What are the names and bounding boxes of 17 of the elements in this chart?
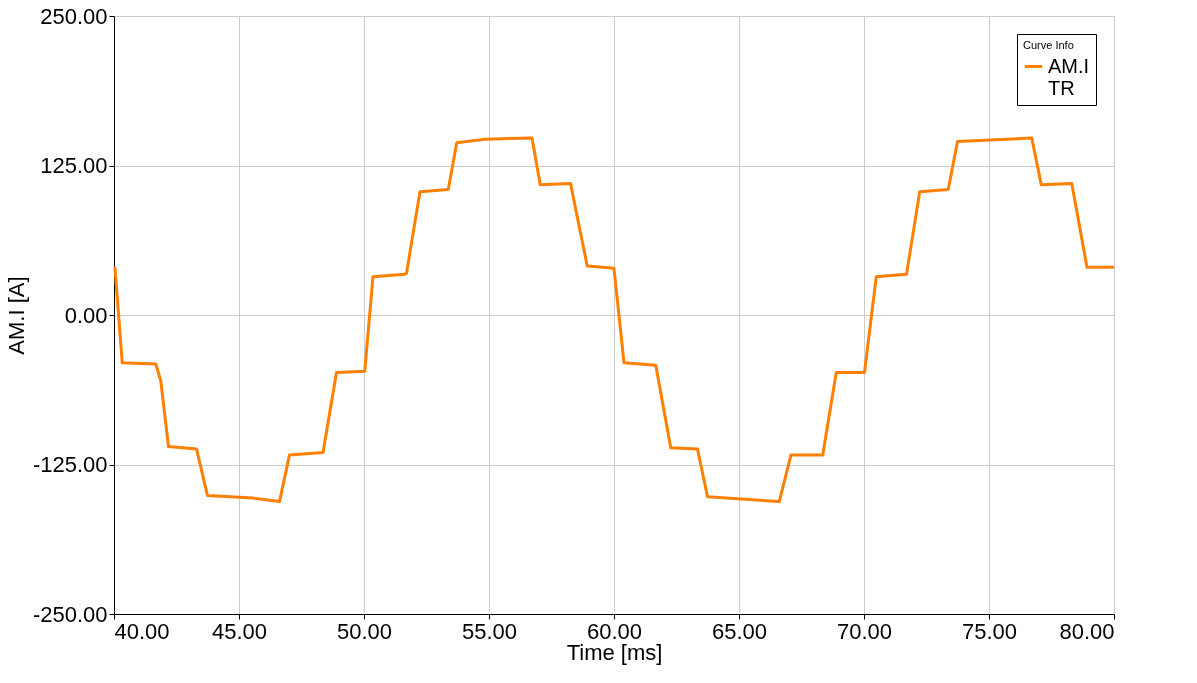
x-tick-label: 40.00	[114, 618, 170, 644]
x-tick-label: 50.00	[336, 618, 393, 644]
x-tick-label: 80.00	[1059, 618, 1115, 644]
y-tick-label: -125.00	[32, 452, 108, 477]
legend-title: Curve Info	[1023, 39, 1074, 51]
x-tick-label: 75.00	[961, 618, 1018, 644]
x-tick-label: 65.00	[711, 618, 768, 644]
x-tick-label: 55.00	[461, 618, 518, 644]
y-tick-label: 250.00	[40, 3, 108, 29]
x-tick-label: 45.00	[211, 618, 268, 644]
y-tick-label: -250.00	[32, 601, 108, 627]
line-series	[112, 136, 1116, 504]
y-axis-title: AM.I [A]	[3, 276, 29, 355]
legend-label: AM.I TR	[1048, 54, 1090, 99]
x-tick-label: 70.00	[836, 618, 893, 644]
y-tick-label: 125.00	[40, 153, 108, 178]
y-tick-label: 0.00	[64, 302, 108, 328]
